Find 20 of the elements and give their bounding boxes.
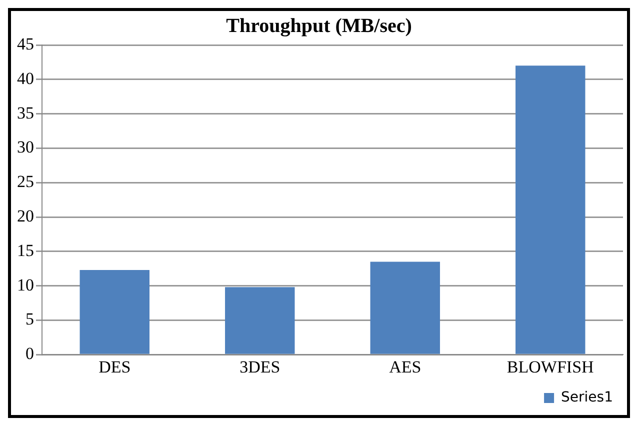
x-tick-label: 3DES — [240, 357, 280, 376]
chart-title: Throughput (MB/sec) — [226, 15, 412, 38]
bar — [516, 66, 586, 354]
y-tick-label: 35 — [17, 103, 34, 122]
x-tick-label: DES — [98, 357, 131, 376]
bar — [80, 270, 150, 354]
bar — [370, 262, 440, 354]
legend-label: Series1 — [561, 390, 614, 406]
y-tick-label: 15 — [17, 240, 34, 260]
y-tick-label: 20 — [17, 206, 34, 226]
y-tick-label: 5 — [26, 310, 34, 329]
bar — [225, 287, 295, 354]
y-tick-label: 45 — [17, 34, 34, 54]
y-tick-label: 30 — [17, 138, 34, 157]
x-tick-label: BLOWFISH — [506, 357, 594, 376]
y-tick-label: 25 — [17, 172, 34, 192]
y-tick-label: 0 — [26, 344, 34, 364]
y-tick-label: 40 — [17, 68, 34, 88]
y-tick-label: 10 — [17, 275, 34, 294]
x-tick-label: AES — [389, 357, 422, 376]
